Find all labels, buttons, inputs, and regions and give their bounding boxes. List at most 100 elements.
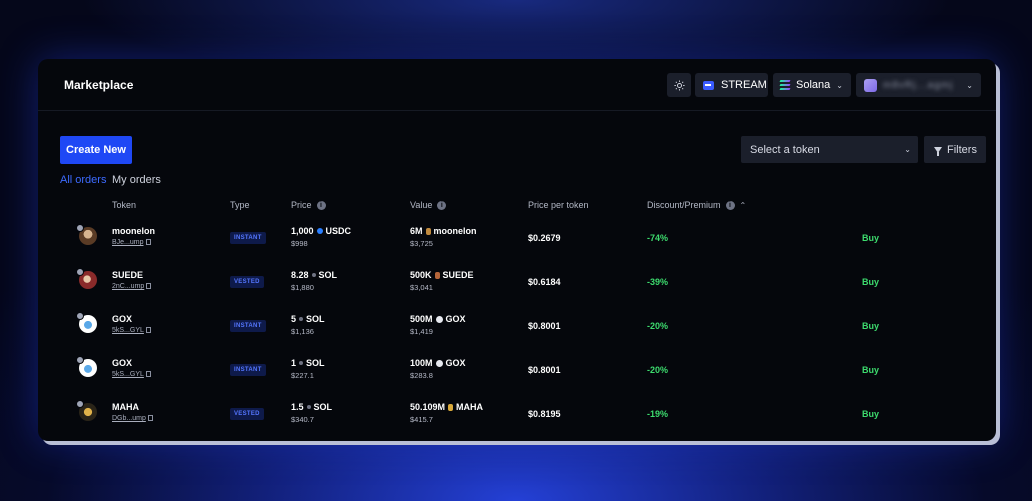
chevron-down-icon: ⌄ xyxy=(836,80,843,90)
chain-badge-icon xyxy=(76,356,84,364)
price-per-token: $0.6184 xyxy=(528,277,561,287)
value-amount: 500M GOX xyxy=(410,314,466,324)
buy-button[interactable]: Buy xyxy=(862,233,880,243)
price-usd: $227.1 xyxy=(291,371,314,380)
token-select[interactable]: Select a token ⌄ xyxy=(741,136,918,163)
column-header-token: Token xyxy=(112,200,137,210)
info-icon[interactable]: i xyxy=(437,200,447,210)
suede-icon xyxy=(434,271,440,279)
buy-button[interactable]: Buy xyxy=(862,409,880,419)
value-amount: 500K SUEDE xyxy=(410,270,474,280)
token-name: MAHA xyxy=(112,402,139,412)
moonelon-icon xyxy=(425,227,431,235)
filters-button[interactable]: Filters xyxy=(924,136,986,163)
sol-icon xyxy=(299,317,304,321)
stream-logo-icon xyxy=(703,80,714,90)
price-per-token: $0.8195 xyxy=(528,409,561,419)
token-name: GOX xyxy=(112,358,133,368)
price-amount: 5 SOL xyxy=(291,314,325,324)
buy-button[interactable]: Buy xyxy=(862,277,880,287)
price-usd: $998 xyxy=(291,239,308,248)
table-row[interactable]: GOX 5kS...GYL INSTANT 1 SOL $227.1 100M GO… xyxy=(38,349,996,393)
order-type-badge: VESTED xyxy=(230,276,264,288)
network-selector[interactable]: Solana ⌄ xyxy=(773,73,851,97)
buy-button[interactable]: Buy xyxy=(862,321,880,331)
info-icon[interactable]: i xyxy=(316,200,326,210)
price-amount: 8.28 SOL xyxy=(291,270,338,280)
chain-badge-icon xyxy=(76,268,84,276)
chain-badge-icon xyxy=(76,224,84,232)
discount-value: -39% xyxy=(647,277,669,287)
tab-all-orders[interactable]: All orders xyxy=(60,174,107,186)
price-amount: 1,000 USDC xyxy=(291,226,352,236)
order-type-badge: INSTANT xyxy=(230,364,266,376)
tab-my-orders[interactable]: My orders xyxy=(112,174,161,186)
gox-icon xyxy=(435,359,443,367)
table-row[interactable]: MAHA DGb...ump VESTED 1.5 SOL $340.7 50.1… xyxy=(38,393,996,437)
network-label: Solana xyxy=(796,79,831,91)
price-usd: $1,880 xyxy=(291,283,314,292)
marketplace-panel: Marketplace STREAM Solana ⌄ m8v xyxy=(38,59,996,441)
discount-value: -19% xyxy=(647,409,669,419)
value-amount: 50.109M MAHA xyxy=(410,402,484,412)
token-address-link[interactable]: 5kS...GYL xyxy=(112,371,151,378)
sol-icon xyxy=(306,405,311,409)
copy-icon[interactable] xyxy=(145,327,151,333)
token-avatar xyxy=(79,227,97,245)
column-header-price: Price i xyxy=(291,200,326,210)
discount-value: -20% xyxy=(647,365,669,375)
copy-icon[interactable] xyxy=(145,371,151,377)
stream-button[interactable]: STREAM xyxy=(695,73,768,97)
chain-badge-icon xyxy=(76,312,84,320)
token-address-link[interactable]: 2nC...ump xyxy=(112,283,152,290)
token-avatar xyxy=(79,403,97,421)
order-type-badge: VESTED xyxy=(230,408,264,420)
table-row[interactable]: SUEDE 2nC...ump VESTED 8.28 SOL $1,880 50… xyxy=(38,261,996,305)
token-address-link[interactable]: 5kS...GYL xyxy=(112,327,151,334)
price-usd: $1,136 xyxy=(291,327,314,336)
value-amount: 6M moonelon xyxy=(410,226,477,236)
price-per-token: $0.2679 xyxy=(528,233,561,243)
token-address-link[interactable]: BJe...ump xyxy=(112,239,151,246)
price-per-token: $0.8001 xyxy=(528,365,561,375)
value-usd: $283.8 xyxy=(410,371,433,380)
stream-label: STREAM xyxy=(721,79,767,91)
info-icon[interactable]: i xyxy=(725,200,735,210)
token-avatar xyxy=(79,315,97,333)
top-bar: Marketplace STREAM Solana ⌄ m8v xyxy=(38,59,996,111)
page-title: Marketplace xyxy=(64,78,134,92)
filters-label: Filters xyxy=(947,143,977,156)
price-amount: 1 SOL xyxy=(291,358,325,368)
token-address-link[interactable]: DGb...ump xyxy=(112,415,153,422)
chevron-down-icon: ⌄ xyxy=(904,145,911,154)
value-usd: $1,419 xyxy=(410,327,433,336)
table-row[interactable]: GOX 5kS...GYL INSTANT 5 SOL $1,136 500M GO… xyxy=(38,305,996,349)
column-header-discount[interactable]: Discount/Premium i ⌃ xyxy=(647,200,747,210)
theme-toggle-button[interactable] xyxy=(667,73,691,97)
wallet-address: m8vRj...agmj xyxy=(883,79,954,91)
chevron-down-icon: ⌄ xyxy=(966,80,973,90)
column-header-type: Type xyxy=(230,200,250,210)
token-name: GOX xyxy=(112,314,133,324)
token-select-placeholder: Select a token xyxy=(750,143,820,156)
sort-ascending-icon[interactable]: ⌃ xyxy=(739,200,747,210)
table-row[interactable]: moonelon BJe...ump INSTANT 1,000 USDC $99… xyxy=(38,217,996,261)
value-usd: $3,041 xyxy=(410,283,433,292)
buy-button[interactable]: Buy xyxy=(862,365,880,375)
usdc-icon xyxy=(316,228,323,234)
maha-icon xyxy=(448,403,454,411)
copy-icon[interactable] xyxy=(145,239,151,245)
copy-icon[interactable] xyxy=(147,415,153,421)
copy-icon[interactable] xyxy=(146,283,152,289)
column-header-price-per-token: Price per token xyxy=(528,200,589,210)
token-avatar xyxy=(79,271,97,289)
sol-icon xyxy=(311,273,316,277)
filter-icon xyxy=(934,146,942,156)
discount-value: -74% xyxy=(647,233,669,243)
column-header-value: Value i xyxy=(410,200,447,210)
price-amount: 1.5 SOL xyxy=(291,402,333,412)
order-type-badge: INSTANT xyxy=(230,232,266,244)
sun-icon xyxy=(673,79,685,91)
create-new-button[interactable]: Create New xyxy=(60,136,132,164)
wallet-button[interactable]: m8vRj...agmj ⌄ xyxy=(856,73,981,97)
